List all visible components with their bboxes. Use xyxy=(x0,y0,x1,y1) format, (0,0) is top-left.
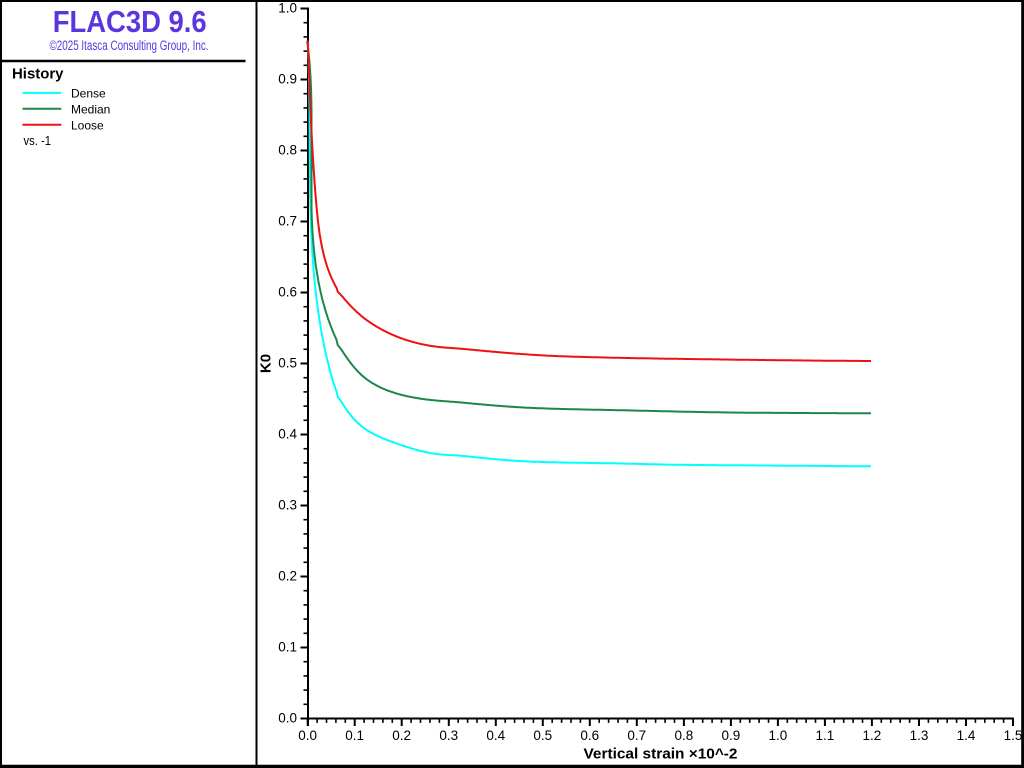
svg-text:0.6: 0.6 xyxy=(580,728,599,743)
svg-text:K0: K0 xyxy=(258,354,275,373)
svg-text:0.0: 0.0 xyxy=(298,728,317,743)
svg-text:Dense: Dense xyxy=(71,86,106,100)
svg-text:0.3: 0.3 xyxy=(278,498,297,513)
svg-text:1.0: 1.0 xyxy=(278,1,297,16)
svg-text:0.9: 0.9 xyxy=(722,728,741,743)
svg-text:1.2: 1.2 xyxy=(863,728,882,743)
svg-text:1.4: 1.4 xyxy=(957,728,976,743)
svg-text:0.1: 0.1 xyxy=(345,728,364,743)
svg-text:History: History xyxy=(12,66,64,82)
svg-text:0.7: 0.7 xyxy=(278,214,297,229)
svg-text:1.5: 1.5 xyxy=(1004,728,1023,743)
svg-text:Loose: Loose xyxy=(71,118,104,132)
svg-text:0.3: 0.3 xyxy=(439,728,458,743)
svg-text:0.0: 0.0 xyxy=(278,711,297,726)
svg-text:FLAC3D 9.6: FLAC3D 9.6 xyxy=(53,4,207,39)
svg-text:1.1: 1.1 xyxy=(816,728,835,743)
svg-text:0.9: 0.9 xyxy=(278,72,297,87)
svg-text:vs. -1: vs. -1 xyxy=(24,134,52,148)
svg-text:0.5: 0.5 xyxy=(278,356,297,371)
svg-text:0.8: 0.8 xyxy=(278,143,297,158)
svg-text:©2025 Itasca Consulting Group,: ©2025 Itasca Consulting Group, Inc. xyxy=(50,38,209,53)
svg-text:0.6: 0.6 xyxy=(278,285,297,300)
svg-text:0.4: 0.4 xyxy=(278,427,297,442)
svg-text:1.3: 1.3 xyxy=(910,728,929,743)
svg-text:0.8: 0.8 xyxy=(675,728,694,743)
svg-text:Median: Median xyxy=(71,102,110,116)
svg-text:0.7: 0.7 xyxy=(627,728,646,743)
svg-text:0.1: 0.1 xyxy=(278,640,297,655)
svg-text:0.5: 0.5 xyxy=(533,728,552,743)
svg-text:0.2: 0.2 xyxy=(278,569,297,584)
svg-text:0.4: 0.4 xyxy=(486,728,505,743)
svg-text:0.2: 0.2 xyxy=(392,728,411,743)
svg-text:Vertical strain ×10^-2: Vertical strain ×10^-2 xyxy=(584,745,738,762)
svg-text:1.0: 1.0 xyxy=(769,728,788,743)
